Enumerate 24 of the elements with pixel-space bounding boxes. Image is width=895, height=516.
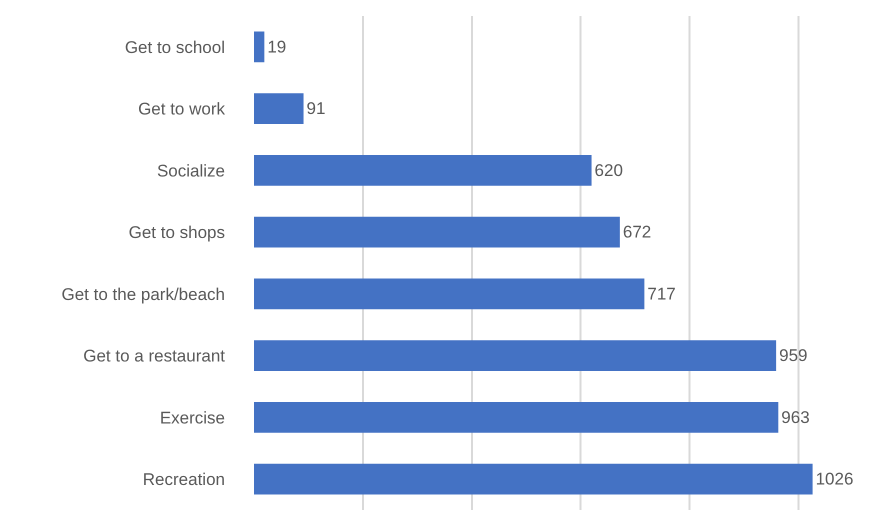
- y-tick-label: Get to a restaurant: [83, 346, 226, 366]
- y-tick-label: Socialize: [156, 161, 225, 180]
- y-tick-label: Exercise: [160, 408, 225, 428]
- y-tick-label: Get to work: [138, 100, 226, 119]
- data-label: 620: [594, 160, 623, 180]
- bar: [254, 402, 778, 433]
- y-tick-label: Get to the park/beach: [62, 284, 225, 304]
- data-label: 1026: [816, 470, 854, 489]
- data-label: 959: [779, 346, 808, 366]
- bar: [254, 340, 776, 372]
- data-label: 672: [622, 222, 652, 242]
- data-label: 963: [781, 408, 810, 427]
- bar: [254, 464, 813, 495]
- y-tick-label: Get to shops: [128, 223, 225, 242]
- bar: [254, 216, 620, 248]
- bar: [254, 154, 592, 186]
- bar: [254, 278, 644, 310]
- data-label: 19: [267, 37, 286, 56]
- bar: [254, 93, 304, 124]
- data-label: 91: [306, 99, 326, 118]
- bar: [254, 31, 264, 62]
- data-label: 717: [647, 284, 676, 304]
- y-tick-label: Recreation: [142, 470, 225, 490]
- y-tick-label: Get to school: [124, 38, 225, 57]
